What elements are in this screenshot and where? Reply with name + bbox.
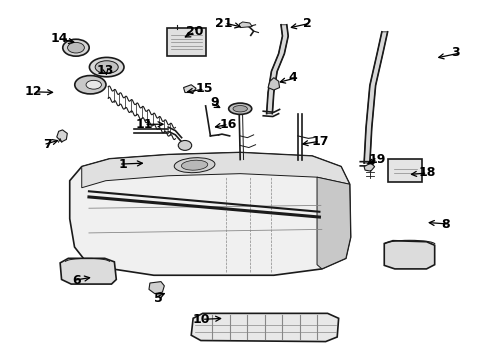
Polygon shape (191, 313, 339, 342)
Text: 16: 16 (220, 118, 237, 131)
FancyBboxPatch shape (388, 159, 422, 182)
Text: 18: 18 (419, 166, 436, 179)
FancyBboxPatch shape (167, 28, 206, 56)
Ellipse shape (233, 105, 247, 112)
Polygon shape (239, 22, 252, 28)
Text: 3: 3 (451, 46, 460, 59)
Polygon shape (149, 282, 164, 294)
Ellipse shape (181, 160, 208, 170)
Ellipse shape (89, 57, 124, 77)
Text: 21: 21 (216, 17, 233, 30)
Polygon shape (70, 153, 351, 275)
Ellipse shape (178, 140, 192, 150)
Text: 13: 13 (97, 64, 114, 77)
Polygon shape (267, 25, 288, 114)
Ellipse shape (95, 61, 118, 73)
Text: 5: 5 (154, 292, 162, 305)
Polygon shape (364, 32, 388, 163)
Text: 12: 12 (25, 85, 42, 98)
Polygon shape (184, 85, 196, 93)
Polygon shape (57, 130, 67, 142)
Polygon shape (82, 153, 350, 188)
Text: 2: 2 (303, 17, 311, 30)
Text: 20: 20 (186, 25, 204, 38)
Ellipse shape (68, 42, 84, 53)
Text: 15: 15 (196, 82, 214, 95)
Text: 14: 14 (51, 32, 68, 45)
Ellipse shape (86, 80, 101, 89)
Polygon shape (317, 177, 351, 269)
Ellipse shape (63, 39, 89, 56)
Text: 19: 19 (369, 153, 386, 166)
Text: 10: 10 (193, 313, 210, 326)
Polygon shape (268, 78, 280, 90)
Text: 9: 9 (210, 96, 219, 109)
Polygon shape (60, 258, 116, 284)
Text: 6: 6 (72, 274, 81, 287)
Text: 8: 8 (441, 217, 449, 231)
Ellipse shape (174, 158, 215, 173)
Text: 17: 17 (311, 135, 329, 148)
Ellipse shape (75, 76, 106, 94)
Text: 7: 7 (43, 138, 52, 151)
Polygon shape (384, 241, 435, 269)
Text: 4: 4 (288, 71, 297, 84)
Ellipse shape (229, 103, 252, 114)
Text: 1: 1 (119, 158, 127, 171)
Polygon shape (364, 163, 375, 171)
Text: 11: 11 (135, 118, 153, 131)
